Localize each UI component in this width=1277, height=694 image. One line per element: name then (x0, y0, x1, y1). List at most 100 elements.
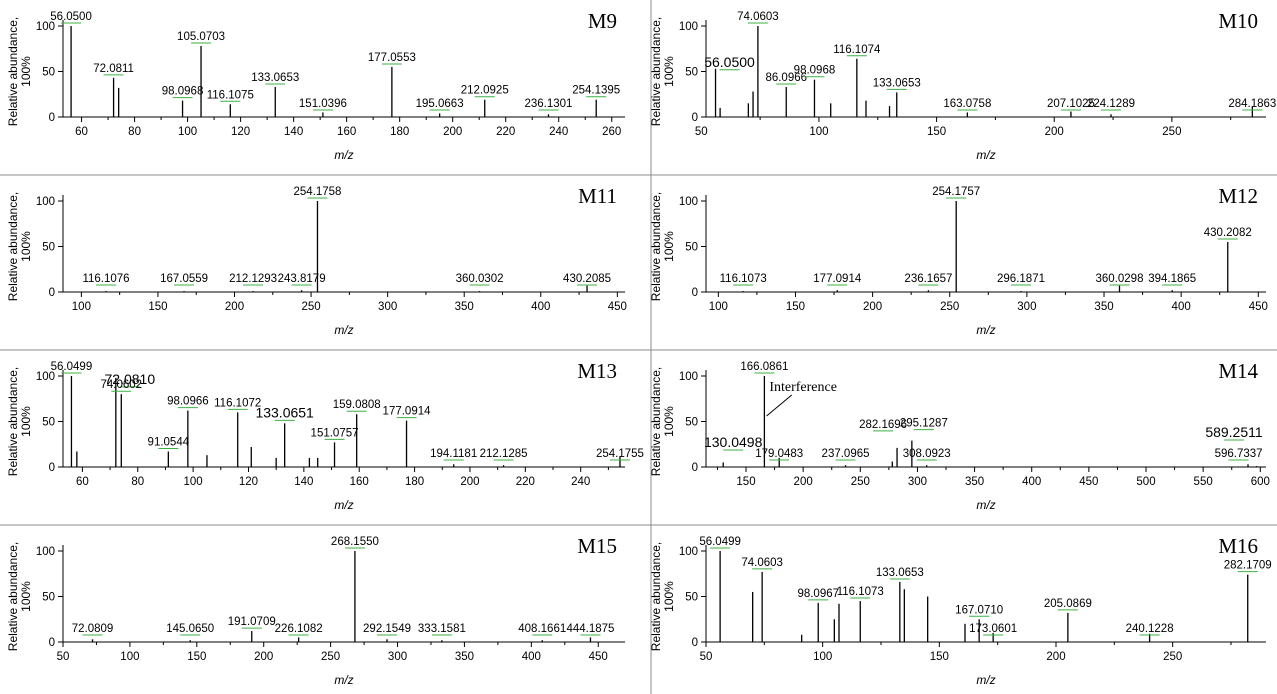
y-axis-label-line: 100% (662, 231, 676, 262)
y-tick-label: 100 (679, 196, 698, 208)
x-tick-label: 80 (131, 476, 144, 488)
peak-label: 360.0302 (456, 273, 504, 285)
x-tick-label: 600 (1251, 476, 1270, 488)
peak-label: 98.0967 (797, 588, 839, 600)
peak-label: 295.1287 (900, 418, 948, 430)
peak-label: 159.0808 (333, 399, 381, 411)
peak-label: 360.0298 (1096, 273, 1144, 285)
panel-label: M12 (1218, 184, 1258, 208)
peak-label: 145.0650 (166, 623, 214, 635)
peak-label: 133.0653 (873, 77, 921, 89)
y-tick-label: 50 (42, 242, 55, 254)
y-tick-label: 0 (692, 637, 698, 649)
peak-label: 596.7337 (1215, 448, 1263, 460)
x-tick-label: 160 (350, 476, 369, 488)
peak-label: 72.0810 (105, 371, 156, 387)
y-tick-label: 100 (36, 371, 55, 383)
peak-label: 133.0653 (876, 567, 924, 579)
y-axis-label-line: Relative abundance, (649, 192, 663, 301)
x-tick-label: 100 (72, 301, 91, 313)
x-tick-label: 400 (1172, 301, 1191, 313)
peak-label: 191.0709 (228, 616, 276, 628)
peak-label: 116.1072 (214, 397, 261, 409)
y-tick-label: 50 (685, 592, 698, 604)
x-axis-label: m/z (976, 673, 995, 687)
x-tick-label: 350 (455, 651, 474, 663)
peak-label: 226.1082 (275, 623, 323, 635)
panel-label: M14 (1218, 359, 1258, 383)
panel-label: M13 (577, 359, 617, 383)
peak-label: 212.0925 (461, 85, 509, 97)
peak-label: 166.0861 (740, 361, 788, 373)
y-axis-label: Relative abundance,100% (649, 192, 676, 301)
y-tick-label: 100 (36, 21, 55, 33)
x-tick-label: 180 (405, 476, 424, 488)
x-tick-label: 260 (602, 126, 621, 138)
y-tick-label: 0 (692, 112, 698, 124)
peak-label: 237.0965 (822, 448, 870, 460)
x-tick-label: 250 (321, 651, 340, 663)
x-tick-label: 300 (378, 301, 397, 313)
y-tick-label: 50 (42, 67, 55, 79)
peak-label: 56.0500 (50, 11, 92, 23)
peak-label: 589.2511 (1205, 424, 1263, 440)
y-axis-label-line: Relative abundance, (649, 17, 663, 126)
y-axis-label-line: Relative abundance, (649, 367, 663, 476)
peak-label: 243.8179 (278, 273, 326, 285)
y-axis-label: Relative abundance,100% (6, 367, 33, 476)
x-axis-label: m/z (334, 148, 353, 162)
y-axis-label-line: 100% (19, 231, 33, 262)
x-tick-label: 140 (284, 126, 303, 138)
x-tick-label: 120 (239, 476, 258, 488)
peak-label: 212.1293 (229, 273, 277, 285)
y-axis-label: Relative abundance,100% (649, 542, 676, 651)
y-axis-label-line: 100% (19, 406, 33, 437)
peak-label: 116.1076 (82, 273, 129, 285)
peak-label: 133.0653 (251, 72, 299, 84)
x-tick-label: 100 (813, 651, 832, 663)
spectrum-panel-m11: M11 Relative abundance,100% m/z 0 50 100 100 15… (6, 184, 627, 337)
y-tick-label: 0 (49, 287, 55, 299)
y-axis-label-line: Relative abundance, (649, 542, 663, 651)
x-tick-label: 200 (254, 651, 273, 663)
peak-label: 205.0869 (1044, 598, 1092, 610)
y-axis-label-line: Relative abundance, (6, 17, 20, 126)
peak-label: 408.1661 (518, 623, 566, 635)
x-tick-label: 550 (1194, 476, 1213, 488)
y-axis-label-line: 100% (662, 581, 676, 612)
x-tick-label: 60 (76, 476, 89, 488)
peak-label: 224.1289 (1087, 98, 1135, 110)
peak-label: 130.0498 (704, 434, 763, 450)
panel-label: M10 (1218, 9, 1258, 33)
peak-label: 163.0758 (943, 98, 991, 110)
y-tick-label: 50 (685, 242, 698, 254)
x-tick-label: 250 (1163, 651, 1182, 663)
y-axis-label-line: Relative abundance, (6, 542, 20, 651)
x-tick-label: 100 (184, 476, 203, 488)
annotation-pointer (766, 394, 793, 417)
peak-label: 56.0499 (51, 361, 93, 373)
y-axis-label-line: Relative abundance, (6, 367, 20, 476)
x-tick-label: 400 (531, 301, 550, 313)
peak-label: 207.1025 (1047, 98, 1095, 110)
peak-label: 284.1863 (1228, 98, 1276, 110)
spectrum-panel-m14: M14 Relative abundance,100% m/z 0 50 100 150 20… (649, 359, 1270, 512)
x-tick-label: 200 (794, 476, 813, 488)
y-tick-label: 50 (685, 417, 698, 429)
x-tick-label: 300 (388, 651, 407, 663)
x-tick-label: 80 (128, 126, 141, 138)
peak-label: 212.1285 (480, 448, 528, 460)
peak-label: 430.2082 (1204, 227, 1252, 239)
x-tick-label: 400 (522, 651, 541, 663)
y-tick-label: 100 (679, 371, 698, 383)
peak-label: 240.1228 (1126, 623, 1174, 635)
peak-label: 116.1073 (837, 586, 884, 598)
peak-label: 74.0603 (737, 11, 779, 23)
y-axis-label: Relative abundance,100% (6, 17, 33, 126)
y-tick-label: 100 (679, 21, 698, 33)
x-tick-label: 200 (863, 301, 882, 313)
peak-label: 236.1301 (524, 98, 572, 110)
x-tick-label: 50 (695, 126, 708, 138)
y-axis-label: Relative abundance,100% (649, 367, 676, 476)
